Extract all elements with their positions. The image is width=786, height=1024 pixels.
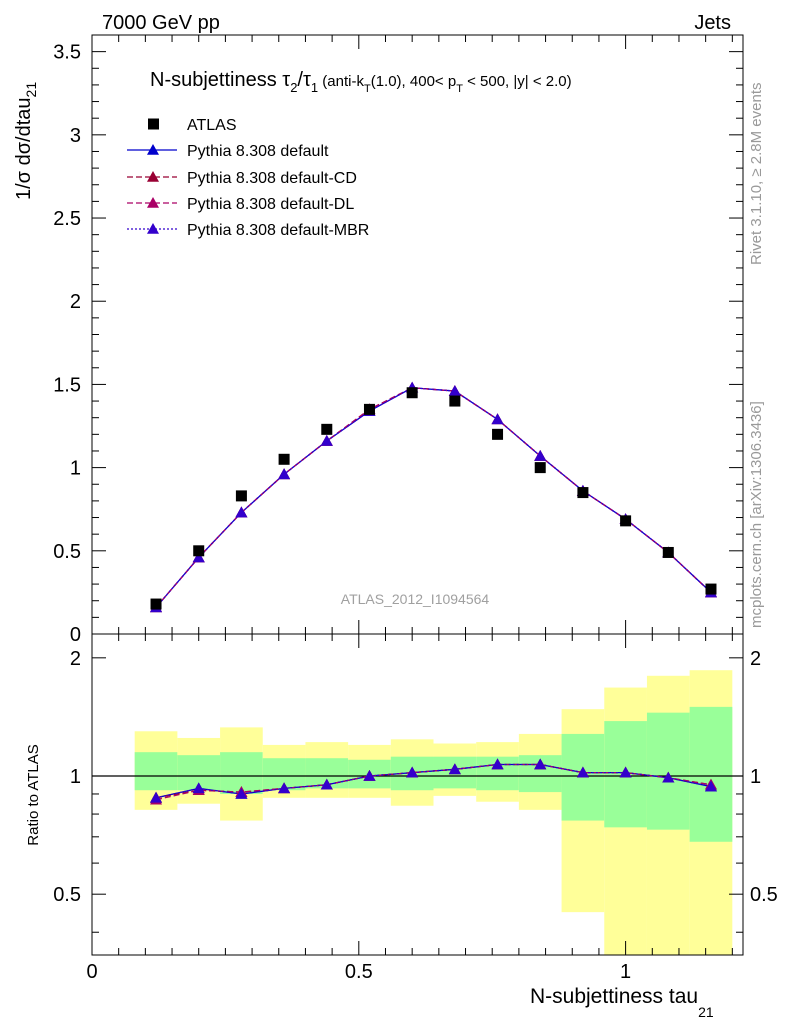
main-series-marker: [235, 506, 248, 518]
atlas-data-marker: [705, 583, 717, 595]
main-series-marker: [278, 468, 291, 480]
legend-marker-atlas: [148, 118, 159, 130]
ratio-series-line: [155, 763, 712, 799]
ratio-series: [150, 758, 717, 805]
ratio-y-tick-label-right: 0.5: [750, 884, 778, 906]
ratio-series-marker: [491, 758, 504, 770]
main-y-tick-label: 2.5: [53, 208, 81, 230]
main-series-marker: [491, 413, 504, 425]
legend-label: Pythia 8.308 default-MBR: [187, 222, 369, 239]
main-series-marker: [448, 385, 461, 396]
main-series-line: [155, 387, 712, 608]
main-series-marker: [192, 551, 205, 563]
main-series-marker: [534, 449, 547, 461]
svg-text:1/σ dσ/dtau21: 1/σ dσ/dtau21: [13, 82, 39, 200]
header-energy-label: 7000 GeV pp: [102, 12, 220, 34]
x-tick-label: 1: [620, 961, 631, 983]
ratio-series-marker: [704, 780, 717, 792]
legend-marker: [147, 171, 159, 182]
ratio-series-marker: [619, 766, 632, 778]
main-panel: 0 0.5 1 1.5 2 2.5 3 3.5 N-subjettiness τ2/τ1 (a…: [53, 34, 744, 646]
ratio-series-marker: [662, 771, 675, 783]
x-tick-label: 0.5: [345, 961, 373, 983]
atlas-data-marker: [193, 545, 205, 557]
ratio-x-ticks: 0 0.5 1: [86, 634, 733, 983]
main-x-ticks: [91, 35, 733, 634]
legend-marker: [147, 144, 159, 155]
ratio-band-inner: [134, 752, 178, 791]
main-y-tick-label: 1.5: [53, 374, 81, 396]
ratio-series-marker: [576, 766, 589, 778]
ratio-series-marker: [192, 782, 205, 794]
legend-marker: [147, 223, 159, 234]
main-y-tick-label: 2: [70, 291, 81, 313]
atlas-data-marker: [534, 462, 546, 474]
atlas-data-marker: [278, 453, 290, 465]
svg-text:N-subjettiness tau21: N-subjettiness tau21: [530, 985, 714, 1020]
main-y-ticks: 0 0.5 1 1.5 2 2.5 3 3.5: [53, 42, 743, 646]
rivet-version-label: Rivet 3.1.10, ≥ 2.8M events: [748, 83, 765, 266]
ratio-y-tick-label-left: 1: [70, 766, 81, 788]
ratio-uncertainty-bands: [134, 670, 733, 955]
ratio-series-marker: [448, 763, 461, 775]
header-process-label: Jets: [694, 12, 731, 34]
ratio-frame: [91, 633, 744, 956]
svg-text:N-subjettiness τ2/τ1 (anti-kT(: N-subjettiness τ2/τ1 (anti-kT(1.0), 400<…: [150, 69, 572, 95]
atlas-data-marker: [577, 487, 589, 499]
legend-marker: [147, 197, 159, 208]
ratio-panel: 0.5 0.51 12 2 0 0.5 1: [53, 633, 778, 983]
legend-label: ATLAS: [187, 117, 237, 134]
main-y-tick-label: 3.5: [53, 42, 81, 64]
main-series-marker: [320, 434, 333, 446]
legend-label: Pythia 8.308 default-CD: [187, 170, 357, 187]
legend-label: Pythia 8.308 default: [187, 143, 329, 160]
ratio-y-tick-label-right: 1: [750, 766, 761, 788]
ratio-band-inner: [646, 712, 690, 830]
ratio-series-marker: [320, 778, 333, 790]
main-y-tick-label: 0: [70, 624, 81, 646]
atlas-data-marker: [492, 428, 504, 440]
main-y-tick-label: 3: [70, 125, 81, 147]
atlas-data-marker: [662, 546, 674, 558]
atlas-data-marker: [150, 598, 162, 610]
ratio-series-marker: [150, 791, 163, 803]
ratio-series-marker: [235, 787, 248, 799]
atlas-data-marker: [449, 395, 461, 407]
ratio-y-tick-label-right: 2: [750, 648, 761, 670]
x-axis-label: N-subjettiness tau21: [530, 985, 714, 1020]
atlas-data-points: [150, 387, 717, 610]
main-series: [150, 381, 717, 613]
legend-label: Pythia 8.308 default-DL: [187, 196, 354, 213]
main-y-axis-label: 1/σ dσ/dtau21: [13, 82, 39, 200]
ratio-y-ticks: 0.5 0.5 1 1 2 2: [53, 648, 778, 933]
main-y-tick-label: 0.5: [53, 541, 81, 563]
ratio-y-axis-label: Ratio to ATLAS: [25, 744, 42, 845]
atlas-data-marker: [620, 515, 632, 527]
main-y-tick-label: 1: [70, 458, 81, 480]
ratio-series-marker: [406, 766, 419, 778]
plot-title: N-subjettiness τ2/τ1 (anti-kT(1.0), 400<…: [150, 69, 572, 95]
mcplots-source-label: mcplots.cern.ch [arXiv:1306.3436]: [748, 401, 765, 628]
atlas-data-marker: [235, 490, 247, 502]
ratio-series-marker: [363, 770, 376, 781]
analysis-id-label: ATLAS_2012_I1094564: [341, 591, 490, 607]
atlas-data-marker: [321, 423, 333, 435]
ratio-band-inner: [689, 706, 733, 842]
atlas-data-marker: [363, 403, 375, 415]
ratio-series-marker: [534, 758, 547, 770]
ratio-y-tick-label-left: 0.5: [53, 884, 81, 906]
ratio-series-marker: [278, 782, 291, 794]
ratio-y-tick-label-left: 2: [70, 648, 81, 670]
x-tick-label: 0: [86, 961, 97, 983]
legend: ATLAS Pythia 8.308 default Pythia 8.308 de…: [127, 117, 369, 239]
atlas-data-marker: [406, 387, 418, 399]
